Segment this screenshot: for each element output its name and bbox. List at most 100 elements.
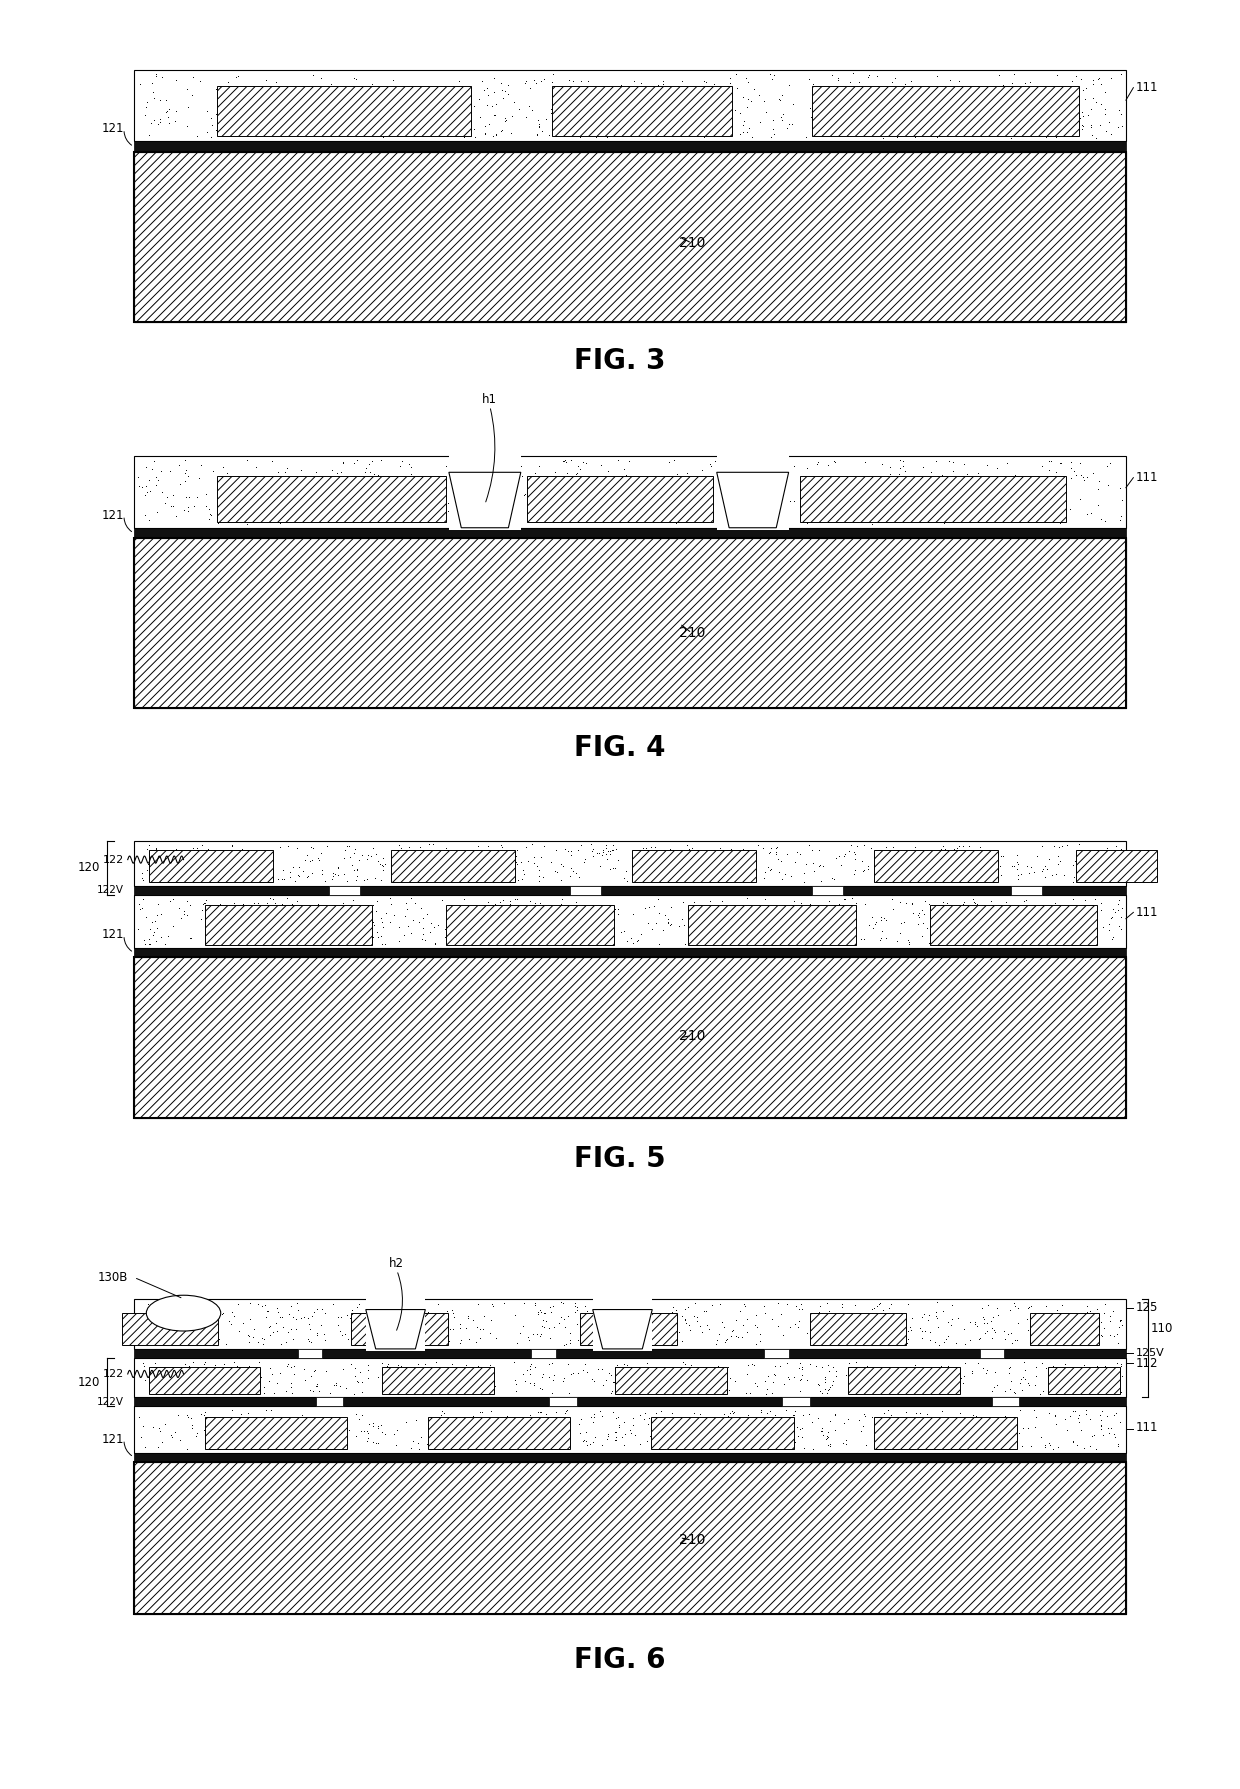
Point bbox=[970, 1324, 990, 1352]
Bar bbox=[205, 905, 372, 945]
Point bbox=[904, 898, 924, 927]
Point bbox=[542, 68, 562, 97]
Point bbox=[382, 1360, 402, 1388]
Point bbox=[760, 59, 780, 88]
Point bbox=[278, 1317, 298, 1345]
Point bbox=[594, 89, 614, 118]
Point bbox=[374, 1301, 394, 1329]
Point bbox=[911, 1404, 931, 1433]
Point bbox=[641, 1304, 661, 1333]
Point bbox=[650, 114, 670, 143]
Point bbox=[491, 68, 511, 97]
Point bbox=[419, 492, 439, 521]
Point bbox=[567, 1293, 587, 1322]
Point bbox=[157, 1313, 177, 1342]
Point bbox=[139, 1311, 159, 1340]
Point bbox=[707, 116, 727, 145]
Point bbox=[937, 1322, 957, 1351]
Point bbox=[284, 1351, 304, 1379]
Point bbox=[288, 861, 308, 889]
Point bbox=[990, 916, 1009, 945]
Point bbox=[458, 1378, 477, 1406]
Point bbox=[775, 900, 795, 928]
Point bbox=[667, 1413, 687, 1442]
Point bbox=[277, 884, 296, 912]
Point bbox=[784, 451, 804, 479]
Point bbox=[285, 1403, 305, 1431]
Point bbox=[1002, 68, 1022, 97]
Point bbox=[512, 1408, 532, 1437]
Point bbox=[281, 1292, 301, 1320]
Point bbox=[738, 1351, 758, 1379]
Point bbox=[518, 846, 538, 875]
Point bbox=[454, 503, 474, 531]
Point bbox=[309, 1376, 329, 1404]
Point bbox=[353, 462, 373, 490]
Point bbox=[453, 912, 472, 941]
Point bbox=[750, 1395, 770, 1424]
Point bbox=[529, 113, 549, 141]
Point bbox=[184, 834, 203, 862]
Point bbox=[1035, 852, 1055, 880]
Point bbox=[960, 1326, 980, 1354]
Point bbox=[894, 907, 914, 936]
Point bbox=[951, 1363, 971, 1392]
Point bbox=[698, 100, 718, 129]
Point bbox=[910, 1365, 930, 1394]
Point bbox=[1106, 832, 1126, 861]
Point bbox=[673, 1372, 693, 1401]
Point bbox=[805, 1318, 825, 1347]
Point bbox=[583, 1428, 603, 1456]
Point bbox=[983, 1317, 1003, 1345]
Point bbox=[878, 1424, 898, 1453]
Point bbox=[1059, 905, 1079, 934]
Point bbox=[854, 1367, 874, 1395]
Point bbox=[211, 494, 231, 522]
Point bbox=[815, 1363, 835, 1392]
Point bbox=[804, 848, 823, 877]
Point bbox=[428, 1317, 448, 1345]
Point bbox=[494, 1288, 513, 1317]
Point bbox=[260, 896, 280, 925]
Point bbox=[1008, 1293, 1028, 1322]
Point bbox=[987, 1406, 1007, 1435]
Point bbox=[311, 64, 331, 93]
Point bbox=[200, 1363, 219, 1392]
Point bbox=[303, 1302, 322, 1331]
Point bbox=[337, 1301, 357, 1329]
Point bbox=[314, 1419, 334, 1447]
Point bbox=[528, 1301, 548, 1329]
Point bbox=[141, 1311, 161, 1340]
Point bbox=[491, 850, 511, 878]
Point bbox=[808, 914, 828, 943]
Point bbox=[475, 460, 495, 488]
Point bbox=[164, 492, 184, 521]
Point bbox=[1083, 1422, 1102, 1451]
Point bbox=[372, 907, 392, 936]
Point bbox=[962, 1358, 982, 1386]
Point bbox=[720, 1322, 740, 1351]
Point bbox=[841, 72, 861, 100]
Point bbox=[134, 1352, 154, 1381]
Point bbox=[424, 1410, 444, 1438]
Point bbox=[813, 1320, 833, 1349]
Point bbox=[528, 923, 548, 952]
Text: 125V: 125V bbox=[1136, 1349, 1164, 1358]
Point bbox=[303, 846, 322, 875]
Point bbox=[544, 857, 564, 886]
Point bbox=[996, 1324, 1016, 1352]
Point bbox=[754, 88, 774, 116]
Point bbox=[176, 839, 196, 868]
Point bbox=[899, 930, 919, 959]
Point bbox=[599, 497, 619, 526]
Point bbox=[635, 1399, 655, 1428]
Point bbox=[846, 1369, 866, 1397]
Point bbox=[560, 1318, 580, 1347]
Point bbox=[611, 497, 631, 526]
Point bbox=[711, 834, 730, 862]
Point bbox=[812, 1413, 832, 1442]
Point bbox=[773, 81, 792, 109]
Point bbox=[451, 1352, 471, 1381]
Point bbox=[284, 91, 304, 120]
Point bbox=[828, 66, 848, 95]
